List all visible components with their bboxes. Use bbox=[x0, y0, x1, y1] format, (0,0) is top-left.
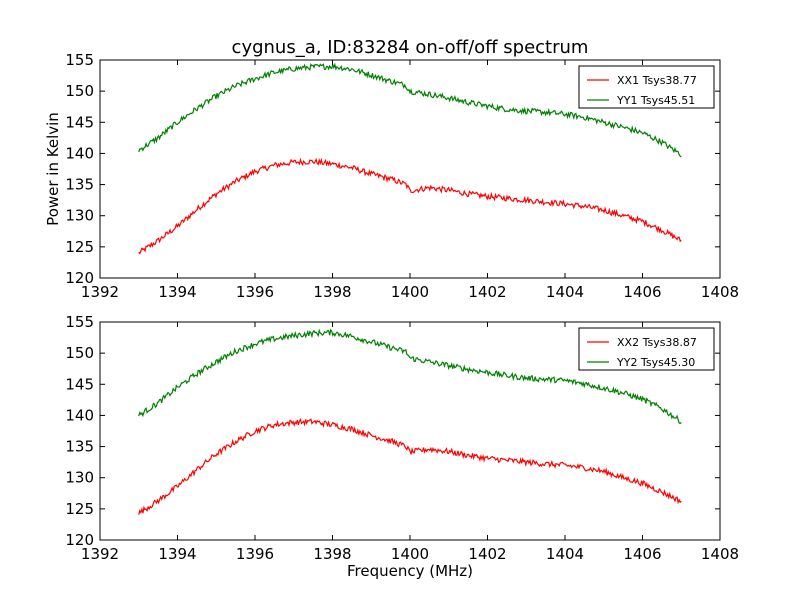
x-tick-label: 1408 bbox=[701, 545, 739, 563]
y-tick-label: 130 bbox=[65, 469, 94, 487]
x-tick-label: 1394 bbox=[158, 545, 196, 563]
y-tick-label: 140 bbox=[65, 144, 94, 162]
y-tick-label: 145 bbox=[65, 113, 94, 131]
x-tick-label: 1404 bbox=[546, 545, 584, 563]
series-line-1-2 bbox=[138, 62, 682, 158]
y-tick-label: 155 bbox=[65, 313, 94, 331]
x-tick-label: 1400 bbox=[391, 545, 429, 563]
x-tick-label: 1392 bbox=[81, 545, 119, 563]
y-tick-label: 135 bbox=[65, 176, 94, 194]
y-tick-label: 135 bbox=[65, 438, 94, 456]
x-axis-label: Frequency (MHz) bbox=[347, 562, 473, 580]
y-tick-label: 140 bbox=[65, 406, 94, 424]
y-tick-label: 120 bbox=[65, 269, 94, 287]
x-tick-label: 1404 bbox=[546, 283, 584, 301]
x-tick-label: 1406 bbox=[623, 283, 661, 301]
y-tick-label: 125 bbox=[65, 238, 94, 256]
y-tick-label: 145 bbox=[65, 375, 94, 393]
legend-label: YY1 Tsys45.51 bbox=[616, 94, 695, 107]
y-axis-label: Power in Kelvin bbox=[44, 112, 62, 226]
y-tick-label: 120 bbox=[65, 531, 94, 549]
legend-label: XX1 Tsys38.77 bbox=[617, 74, 697, 87]
series-line-1-1 bbox=[138, 157, 682, 255]
y-tick-label: 150 bbox=[65, 82, 94, 100]
x-tick-label: 1396 bbox=[236, 283, 274, 301]
series-line-2-2 bbox=[138, 328, 682, 425]
legend-label: XX2 Tsys38.87 bbox=[617, 336, 697, 349]
y-tick-label: 155 bbox=[65, 51, 94, 69]
chart-panel-1: 1392 1394 1396 1398 1400 1402 1404 1406 1408 120 1… bbox=[44, 51, 739, 301]
x-tick-label: 1400 bbox=[391, 283, 429, 301]
series-line-2-1 bbox=[138, 417, 682, 515]
x-tick-label: 1408 bbox=[701, 283, 739, 301]
x-tick-label: 1398 bbox=[313, 545, 351, 563]
chart-panel-2: 1392 1394 1396 1398 1400 1402 1404 1406 1408 120 1… bbox=[65, 313, 739, 580]
x-tick-label: 1402 bbox=[468, 545, 506, 563]
x-tick-label: 1396 bbox=[236, 545, 274, 563]
legend-label: YY2 Tsys45.30 bbox=[616, 356, 695, 369]
x-tick-label: 1402 bbox=[468, 283, 506, 301]
y-tick-label: 150 bbox=[65, 344, 94, 362]
y-tick-label: 130 bbox=[65, 207, 94, 225]
panels: 1392 1394 1396 1398 1400 1402 1404 1406 14081201… bbox=[44, 51, 739, 580]
y-tick-label: 125 bbox=[65, 500, 94, 518]
legend-box-2 bbox=[578, 327, 715, 371]
x-tick-label: 1398 bbox=[313, 283, 351, 301]
legend-box-1 bbox=[578, 65, 715, 109]
x-tick-label: 1394 bbox=[158, 283, 196, 301]
x-tick-label: 1406 bbox=[623, 545, 661, 563]
x-tick-label: 1392 bbox=[81, 283, 119, 301]
chart-title: cygnus_a, ID:83284 on-off/off spectrum bbox=[232, 37, 589, 58]
